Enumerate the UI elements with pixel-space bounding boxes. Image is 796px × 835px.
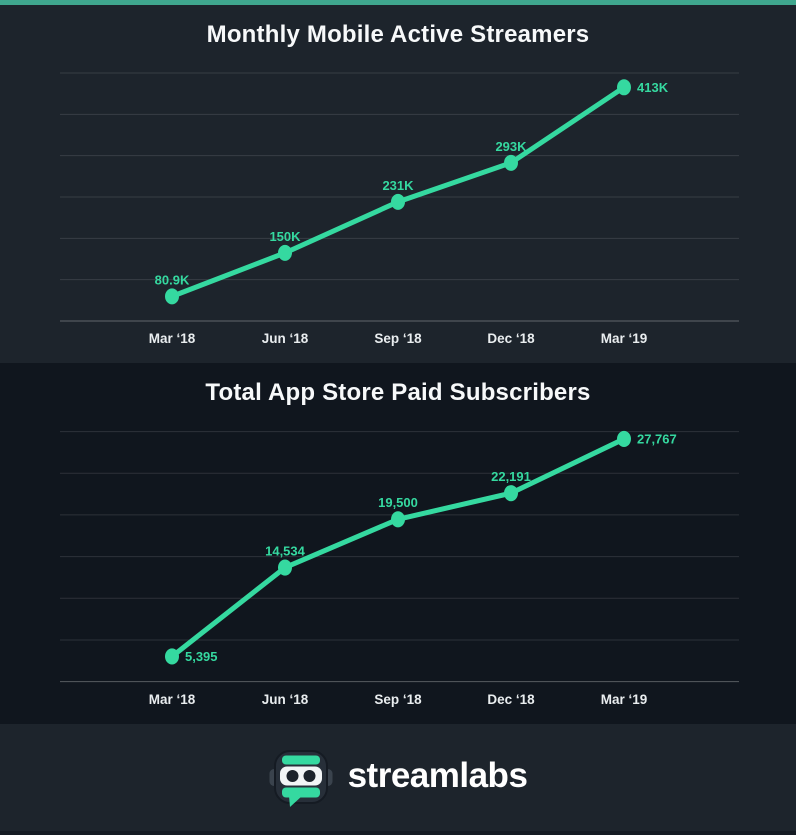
- data-label: 14,534: [265, 543, 305, 558]
- x-axis-label: Mar ‘19: [601, 331, 648, 346]
- x-axis-label: Sep ‘18: [374, 331, 422, 346]
- x-axis-label: Jun ‘18: [262, 331, 309, 346]
- data-point: [391, 193, 405, 210]
- x-axis-label: Dec ‘18: [487, 331, 535, 346]
- x-axis-label: Dec ‘18: [487, 692, 535, 707]
- data-label: 19,500: [378, 495, 418, 510]
- streamlabs-wordmark: streamlabs: [347, 755, 528, 795]
- x-axis-label: Mar ‘18: [149, 331, 196, 346]
- data-label: 5,395: [185, 649, 218, 664]
- data-label: 80.9K: [155, 272, 190, 287]
- chart-title: Total App Store Paid Subscribers: [205, 379, 591, 406]
- data-point: [278, 244, 292, 261]
- data-label: 27,767: [637, 431, 677, 446]
- x-axis-label: Mar ‘19: [601, 692, 648, 707]
- line-chart-paid-subscribers: 5,395 Mar ‘18 14,534 Jun ‘18 19,500 Sep ‘18 22…: [60, 430, 739, 707]
- data-label: 150K: [269, 229, 301, 244]
- data-label: 231K: [382, 178, 414, 193]
- x-axis-label: Jun ‘18: [262, 692, 309, 707]
- data-point: [391, 511, 405, 528]
- chart-section-paid-subscribers: Total App Store Paid Subscribers 5,395 Ma…: [0, 363, 796, 724]
- data-label: 293K: [495, 139, 527, 154]
- chart-section-mobile-streamers: Monthly Mobile Active Streamers 80.9K Mar…: [0, 5, 796, 363]
- chart-title: Monthly Mobile Active Streamers: [206, 21, 590, 48]
- data-label: 22,191: [491, 469, 531, 484]
- bottom-edge: [0, 831, 796, 835]
- data-point: [165, 648, 179, 665]
- streamlabs-robot-icon: [269, 749, 333, 807]
- top-accent-bar: [0, 0, 796, 5]
- footer-brand-lockup: streamlabs: [0, 724, 796, 831]
- line-chart-mobile-streamers: 80.9K Mar ‘18 150K Jun ‘18 231K Sep ‘18 293K De…: [60, 72, 739, 346]
- data-point: [617, 79, 631, 96]
- data-point: [504, 154, 518, 171]
- data-point: [165, 288, 179, 305]
- series-line: [169, 436, 627, 659]
- data-point: [278, 559, 292, 576]
- data-point: [617, 430, 631, 447]
- x-axis-label: Mar ‘18: [149, 692, 196, 707]
- data-label: 413K: [637, 80, 669, 95]
- data-point: [504, 485, 518, 502]
- x-axis-label: Sep ‘18: [374, 692, 422, 707]
